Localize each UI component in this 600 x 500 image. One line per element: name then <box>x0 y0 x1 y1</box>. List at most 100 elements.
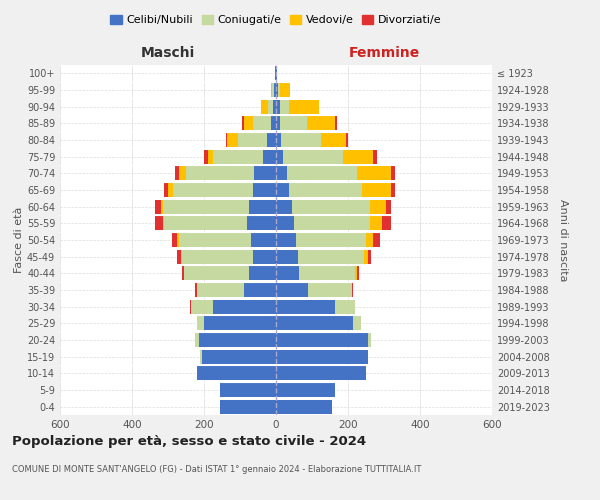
Bar <box>366 233 373 247</box>
Bar <box>195 333 199 347</box>
Bar <box>244 116 253 130</box>
Bar <box>276 216 294 230</box>
Bar <box>272 83 274 97</box>
Bar <box>391 183 395 197</box>
Bar <box>254 166 276 180</box>
Bar <box>253 183 276 197</box>
Bar <box>238 133 267 147</box>
Y-axis label: Fasce di età: Fasce di età <box>14 207 24 273</box>
Bar <box>280 116 307 130</box>
Bar <box>294 216 370 230</box>
Bar <box>370 216 382 230</box>
Bar <box>164 216 247 230</box>
Bar <box>179 233 251 247</box>
Bar <box>268 100 273 114</box>
Bar <box>346 133 348 147</box>
Bar <box>213 150 263 164</box>
Bar <box>182 266 184 280</box>
Bar <box>168 183 173 197</box>
Bar <box>161 200 163 214</box>
Bar <box>308 283 352 297</box>
Bar <box>276 116 280 130</box>
Bar <box>260 100 268 114</box>
Bar <box>386 200 391 214</box>
Bar <box>276 266 299 280</box>
Bar <box>382 216 391 230</box>
Bar <box>299 266 355 280</box>
Legend: Celibi/Nubili, Coniugati/e, Vedovi/e, Divorziati/e: Celibi/Nubili, Coniugati/e, Vedovi/e, Di… <box>106 10 446 30</box>
Bar <box>276 200 292 214</box>
Bar <box>275 66 276 80</box>
Bar <box>249 200 276 214</box>
Bar <box>155 200 161 214</box>
Bar <box>276 166 287 180</box>
Bar <box>227 133 238 147</box>
Bar <box>242 116 244 130</box>
Bar <box>164 183 168 197</box>
Bar <box>276 183 289 197</box>
Bar <box>335 300 355 314</box>
Y-axis label: Anni di nascita: Anni di nascita <box>558 198 568 281</box>
Bar <box>173 183 253 197</box>
Bar <box>249 266 276 280</box>
Bar <box>181 250 182 264</box>
Bar <box>362 183 391 197</box>
Bar <box>276 333 368 347</box>
Text: Maschi: Maschi <box>141 46 195 60</box>
Bar <box>247 216 276 230</box>
Bar <box>273 100 276 114</box>
Bar <box>177 233 179 247</box>
Bar <box>276 350 368 364</box>
Bar <box>292 200 370 214</box>
Bar <box>155 216 163 230</box>
Bar <box>179 166 186 180</box>
Bar <box>289 100 319 114</box>
Bar <box>251 233 276 247</box>
Bar <box>163 216 164 230</box>
Bar <box>276 283 308 297</box>
Bar <box>244 283 276 297</box>
Bar <box>175 166 179 180</box>
Bar <box>220 400 276 414</box>
Bar <box>343 150 373 164</box>
Bar <box>199 333 276 347</box>
Text: COMUNE DI MONTE SANT'ANGELO (FG) - Dati ISTAT 1° gennaio 2024 - Elaborazione TUT: COMUNE DI MONTE SANT'ANGELO (FG) - Dati … <box>12 465 421 474</box>
Bar <box>197 283 244 297</box>
Bar <box>204 150 208 164</box>
Bar <box>276 383 335 397</box>
Bar <box>335 116 337 130</box>
Bar <box>370 200 386 214</box>
Bar <box>172 233 177 247</box>
Bar <box>276 150 283 164</box>
Bar <box>267 133 276 147</box>
Bar <box>296 233 366 247</box>
Bar <box>226 133 227 147</box>
Bar <box>276 400 332 414</box>
Bar <box>355 266 357 280</box>
Bar <box>298 250 364 264</box>
Bar <box>263 150 276 164</box>
Bar <box>276 233 296 247</box>
Bar <box>307 116 335 130</box>
Bar <box>352 283 353 297</box>
Bar <box>220 383 276 397</box>
Bar <box>276 316 353 330</box>
Bar <box>368 333 371 347</box>
Bar <box>373 233 380 247</box>
Bar <box>271 83 272 97</box>
Bar <box>276 300 335 314</box>
Bar <box>280 100 289 114</box>
Bar <box>287 166 357 180</box>
Bar <box>276 250 298 264</box>
Bar <box>190 300 191 314</box>
Bar <box>276 366 366 380</box>
Text: Popolazione per età, sesso e stato civile - 2024: Popolazione per età, sesso e stato civil… <box>12 435 366 448</box>
Bar <box>253 116 271 130</box>
Bar <box>276 66 277 80</box>
Bar <box>191 300 213 314</box>
Bar <box>177 250 181 264</box>
Bar <box>368 250 371 264</box>
Bar <box>186 166 254 180</box>
Bar <box>289 183 362 197</box>
Bar <box>208 150 213 164</box>
